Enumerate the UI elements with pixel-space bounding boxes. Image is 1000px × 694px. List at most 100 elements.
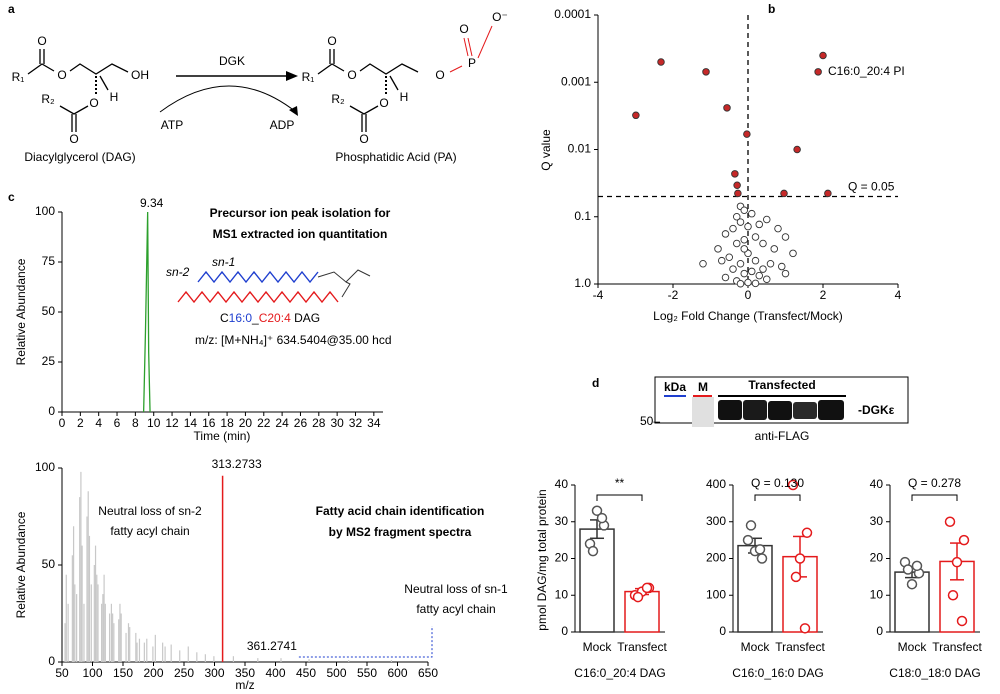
- data-point: [721, 230, 730, 238]
- data-point: [759, 265, 767, 273]
- data-point: [714, 245, 722, 253]
- data-point: [787, 479, 799, 491]
- data-point: [911, 560, 923, 572]
- x-tick-label: 350: [235, 666, 255, 680]
- substrate-name: Diacylglycerol (DAG): [24, 150, 135, 164]
- data-point: [793, 145, 801, 154]
- x-tick-label: 34: [367, 416, 381, 430]
- panel-label: c: [8, 190, 15, 204]
- data-point: [718, 256, 726, 265]
- atom: H: [400, 90, 409, 104]
- annotation-title: Fatty acid chain identification: [316, 504, 485, 518]
- blot-size: 50–: [640, 414, 660, 428]
- compound-part: C20:4: [259, 311, 291, 325]
- bond: [27, 63, 55, 75]
- significance-bracket: [754, 494, 801, 501]
- x-tick-label: 100: [82, 666, 102, 680]
- significance-label: Q = 0.130: [751, 476, 804, 490]
- x-tick-label: -4: [593, 288, 604, 302]
- data-point: [731, 170, 739, 178]
- chain: [197, 270, 319, 284]
- y-tick-label: 100: [35, 204, 55, 218]
- bond: [463, 37, 469, 57]
- data-point: [755, 220, 764, 229]
- chain-label: sn-2: [166, 265, 190, 279]
- data-point: [763, 275, 771, 284]
- data-point: [819, 51, 827, 60]
- atom: O: [347, 68, 356, 82]
- y-axis-label: Relative Abundance: [14, 511, 28, 618]
- x-tick-label: 0: [59, 416, 66, 430]
- sn1-bracket: [298, 626, 433, 658]
- data-point: [759, 239, 767, 248]
- y-tick-label: 0: [48, 654, 55, 668]
- bond: [467, 37, 473, 57]
- data-point: [702, 68, 710, 76]
- bond: [69, 63, 129, 75]
- y-tick-label: 0: [876, 624, 883, 638]
- atom: O: [459, 22, 468, 36]
- x-tick-label: 400: [265, 666, 285, 680]
- atom: O: [37, 34, 46, 48]
- y-tick-label: 30: [870, 514, 884, 528]
- y-tick-label: 0.001: [561, 74, 591, 88]
- data-point: [801, 527, 813, 539]
- atom: O: [89, 96, 98, 110]
- blot-group: Transfected: [748, 378, 815, 392]
- significance-label: Q = 0.278: [908, 476, 961, 490]
- atom: P: [468, 56, 476, 70]
- y-tick-label: 0.01: [568, 142, 592, 156]
- mz-label: m/z: [M+NH₄]⁺ 634.5404@35.00 hcd: [195, 333, 392, 347]
- y-tick-label: 20: [870, 551, 884, 565]
- data-point: [740, 206, 749, 214]
- significance-bracket: [911, 494, 958, 501]
- bond: [317, 63, 345, 75]
- blot-mock: M: [698, 380, 708, 394]
- y-tick-label: 200: [706, 551, 726, 565]
- cofactor-in: ATP: [161, 118, 183, 132]
- compound-part: _: [251, 311, 259, 325]
- panel-label: d: [592, 376, 599, 390]
- y-tick-label: 25: [42, 354, 56, 368]
- significance-bracket: [596, 494, 643, 501]
- data-point: [958, 534, 970, 546]
- y-tick-label: 0.0001: [554, 7, 591, 21]
- atom: O: [435, 68, 444, 82]
- x-tick-label: 2: [77, 416, 84, 430]
- data-point: [729, 265, 737, 273]
- data-point: [743, 130, 751, 138]
- x-tick-label: 0: [745, 288, 752, 302]
- x-tick-label: 26: [294, 416, 308, 430]
- compound-part: C: [220, 311, 229, 325]
- atom: R₁: [302, 70, 315, 84]
- y-tick-label: 50: [42, 557, 56, 571]
- y-axis-label: Q value: [539, 129, 553, 171]
- product-name: Phosphatidic Acid (PA): [335, 150, 456, 164]
- x-tick-label: 12: [165, 416, 179, 430]
- data-point: [736, 279, 745, 288]
- data-point: [763, 215, 771, 224]
- data-point: [778, 262, 786, 271]
- data-point: [740, 269, 749, 278]
- data-point: [789, 249, 797, 258]
- significance-label: **: [615, 476, 625, 490]
- y-tick-label: 40: [870, 477, 884, 491]
- panel-label: a: [8, 2, 15, 16]
- enzyme: DGK: [219, 54, 245, 68]
- x-tick-label: Mock: [583, 640, 613, 654]
- y-tick-label: 1.0: [574, 276, 591, 290]
- y-tick-label: 20: [555, 551, 569, 565]
- peak-label: 313.2733: [212, 457, 262, 471]
- x-tick-label: 10: [147, 416, 161, 430]
- bands: [718, 400, 844, 420]
- data-point: [770, 245, 779, 253]
- x-tick-label: 650: [418, 666, 438, 680]
- data-point: [951, 556, 963, 568]
- head-group: [341, 281, 351, 298]
- chart-label: C16:0_16:0 DAG: [732, 666, 823, 680]
- data-point: [721, 273, 730, 282]
- data-point: [723, 104, 731, 112]
- y-tick-label: 0: [48, 404, 55, 418]
- data-point: [814, 68, 822, 76]
